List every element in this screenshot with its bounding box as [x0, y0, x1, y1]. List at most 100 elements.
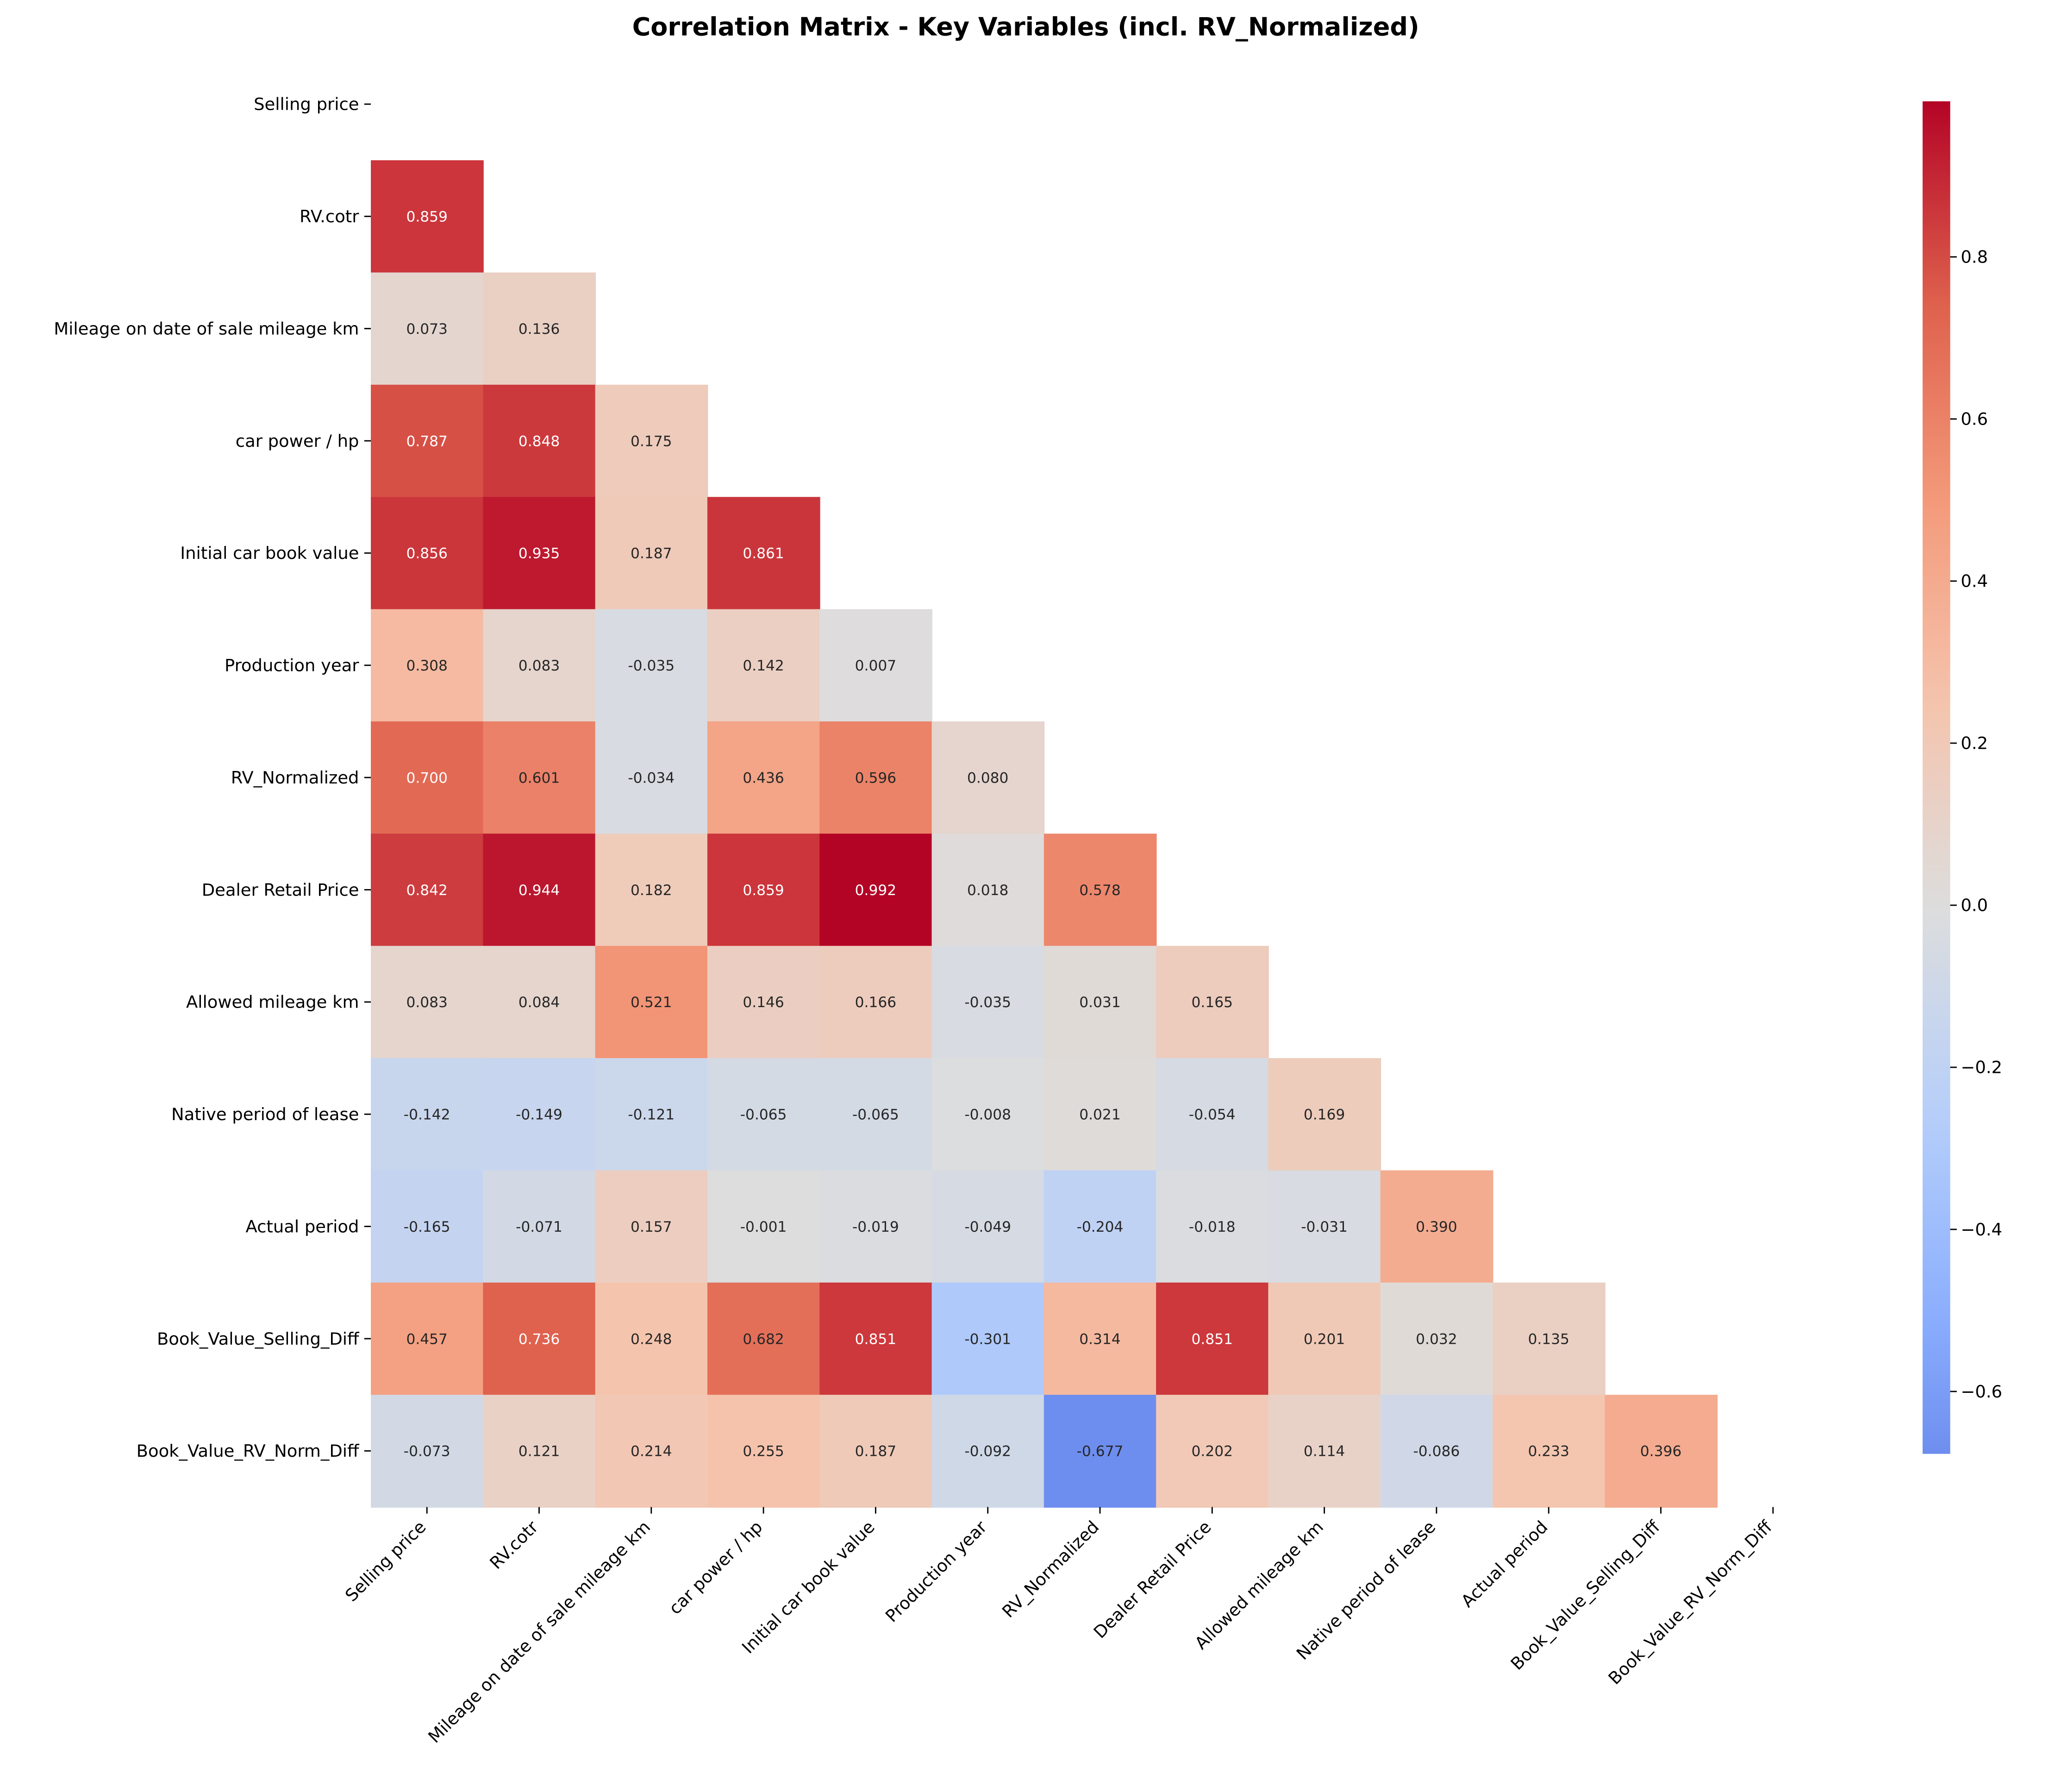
cell-value-label: 0.142: [743, 658, 784, 674]
cell-value-label: -0.677: [1077, 1443, 1124, 1460]
cell-value-label: -0.049: [964, 1219, 1011, 1235]
cell-value-label: 0.233: [1528, 1443, 1569, 1460]
colorbar-tick-label: 0.6: [1961, 409, 1988, 429]
cell-value-label: 0.187: [631, 545, 672, 562]
heatmap-cell: [1156, 946, 1269, 1059]
cell-value-label: 0.187: [855, 1443, 896, 1460]
heatmap-cell: [819, 833, 932, 947]
y-tick-label: RV.cotr: [300, 207, 359, 226]
y-tick-label: Allowed mileage km: [186, 992, 359, 1012]
cell-value-label: 0.596: [855, 770, 896, 786]
cell-value-label: 0.308: [406, 658, 447, 674]
cell-value-label: 0.248: [631, 1331, 672, 1347]
heatmap-cell: [1268, 1058, 1381, 1171]
cell-value-label: -0.035: [628, 658, 675, 674]
y-tick-label: Mileage on date of sale mileage km: [54, 319, 359, 338]
colorbar-tick-label: −0.4: [1961, 1220, 2002, 1240]
x-tick-label: Production year: [881, 1516, 991, 1626]
colorbar-tick-label: 0.4: [1961, 571, 1988, 591]
heatmap-cell: [1605, 1395, 1718, 1508]
heatmap-cell: [371, 160, 484, 273]
cell-value-label: -0.092: [964, 1443, 1011, 1460]
heatmap-cell: [1156, 1282, 1269, 1396]
heatmap-cell: [707, 609, 820, 722]
chart-title: Correlation Matrix - Key Variables (incl…: [632, 13, 1419, 42]
cell-value-label: 0.601: [519, 770, 560, 786]
heatmap-cell: [1380, 1282, 1493, 1396]
cell-value-label: 0.851: [855, 1331, 896, 1347]
heatmap-cell: [371, 1282, 484, 1396]
heatmap-cell: [595, 497, 708, 610]
heatmap-cell: [595, 384, 708, 498]
cell-value-label: -0.142: [404, 1107, 450, 1123]
x-tick-label: Allowed mileage km: [1191, 1517, 1327, 1654]
heatmap-cell: [483, 946, 596, 1059]
heatmap-cell: [1156, 1395, 1269, 1508]
heatmap-cell: [819, 946, 932, 1059]
cell-value-label: -0.034: [628, 770, 675, 786]
x-tick-label: car power / hp: [665, 1517, 766, 1618]
cell-value-label: 0.175: [631, 433, 672, 450]
cell-value-label: -0.073: [404, 1443, 450, 1460]
cell-value-label: 0.166: [855, 994, 896, 1011]
cell-value-label: -0.165: [404, 1219, 450, 1235]
cell-value-label: 0.114: [1304, 1443, 1345, 1460]
cell-value-label: -0.001: [740, 1219, 787, 1235]
heatmap-cell: [707, 497, 820, 610]
heatmap-cell: [483, 1058, 596, 1171]
cell-value-label: 0.861: [743, 545, 784, 562]
heatmap-cell: [1268, 1282, 1381, 1396]
cell-value-label: 0.007: [855, 658, 896, 674]
cell-value-label: -0.086: [1413, 1443, 1460, 1460]
cell-value-label: 0.787: [406, 433, 447, 450]
cell-value-label: 0.682: [743, 1331, 784, 1347]
heatmap-cell: [371, 497, 484, 610]
heatmap-cell: [819, 609, 932, 722]
heatmap-cell: [707, 1058, 820, 1171]
heatmap-cell: [371, 609, 484, 722]
heatmap-cell: [1156, 1170, 1269, 1284]
heatmap-cell: [819, 1170, 932, 1284]
colorbar-tick-label: 0.0: [1961, 896, 1988, 915]
heatmap-cell: [707, 721, 820, 834]
cell-value-label: 0.842: [406, 882, 447, 899]
colorbar-tick-label: 0.8: [1961, 247, 1988, 267]
heatmap-cell: [371, 1170, 484, 1284]
heatmap-cell: [931, 833, 1045, 947]
heatmap-cell: [483, 1282, 596, 1396]
cell-value-label: 0.021: [1079, 1107, 1120, 1123]
cell-value-label: 0.521: [631, 994, 672, 1011]
heatmap-cell: [1380, 1170, 1493, 1284]
cell-value-label: 0.080: [967, 770, 1008, 786]
colorbar: [1922, 101, 1950, 1454]
cell-value-label: 0.390: [1416, 1219, 1457, 1235]
cell-value-label: 0.032: [1416, 1331, 1457, 1347]
cell-value-label: 0.856: [406, 545, 447, 562]
x-tick-label: RV.cotr: [486, 1516, 543, 1573]
heatmap-cells: 0.859 0.073 0.136 0.787 0.848 0.175 0.856 0.935…: [371, 160, 1718, 1508]
y-tick-label: car power / hp: [236, 431, 359, 451]
cell-value-label: -0.019: [852, 1219, 899, 1235]
heatmap-cell: [931, 1058, 1045, 1171]
cell-value-label: 0.073: [406, 321, 447, 338]
cell-value-label: -0.071: [516, 1219, 562, 1235]
cell-value-label: 0.396: [1640, 1443, 1681, 1460]
cell-value-label: 0.700: [406, 770, 447, 786]
cell-value-label: -0.031: [1301, 1219, 1348, 1235]
cell-value-label: 0.859: [406, 209, 447, 226]
cell-value-label: -0.065: [852, 1107, 899, 1123]
heatmap-cell: [595, 833, 708, 947]
cell-value-label: 0.457: [406, 1331, 447, 1347]
heatmap-cell: [1268, 1170, 1381, 1284]
heatmap-cell: [707, 946, 820, 1059]
colorbar-tick-label: −0.2: [1961, 1058, 2002, 1078]
heatmap-cell: [1493, 1395, 1606, 1508]
cell-value-label: 0.018: [967, 882, 1008, 899]
cell-value-label: 0.084: [519, 994, 560, 1011]
heatmap-cell: [371, 272, 484, 386]
cell-value-label: -0.065: [740, 1107, 787, 1123]
cell-value-label: 0.851: [1192, 1331, 1233, 1347]
heatmap-cell: [1156, 1058, 1269, 1171]
x-tick-label: Mileage on date of sale mileage km: [425, 1517, 655, 1747]
